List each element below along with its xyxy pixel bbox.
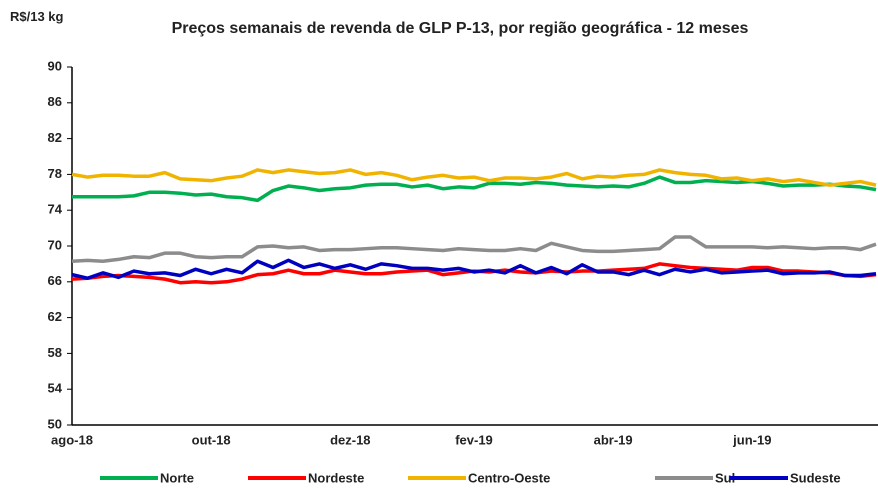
series-line [71,235,877,263]
y-tick-label: 74 [48,202,63,217]
series-line [72,175,877,203]
series-line [71,168,877,187]
y-tick-label: 70 [48,237,62,252]
y-tick-label: 62 [48,309,62,324]
y-tick-label: 86 [48,94,62,109]
legend-label: Nordeste [308,470,364,485]
y-tick-label: 50 [48,416,62,431]
y-tick-label: 66 [48,273,62,288]
y-tick-label: 90 [48,58,62,73]
y-tick-label: 82 [48,130,62,145]
series-line [71,258,877,280]
x-tick-label: fev-19 [455,432,493,447]
y-tick-label: 54 [48,381,63,396]
x-tick-label: jun-19 [732,432,771,447]
legend-label: Sudeste [790,470,841,485]
x-tick-label: dez-18 [330,432,370,447]
x-tick-label: abr-19 [594,432,633,447]
y-axis-label: R$/13 kg [10,9,64,24]
y-tick-label: 78 [48,166,62,181]
legend-label: Norte [160,470,194,485]
x-tick-label: out-18 [192,432,231,447]
legend-label: Centro-Oeste [468,470,550,485]
legend-label: Sul [715,470,735,485]
x-tick-label: ago-18 [51,432,93,447]
y-tick-label: 58 [48,345,62,360]
chart-title: Preços semanais de revenda de GLP P-13, … [171,20,749,37]
